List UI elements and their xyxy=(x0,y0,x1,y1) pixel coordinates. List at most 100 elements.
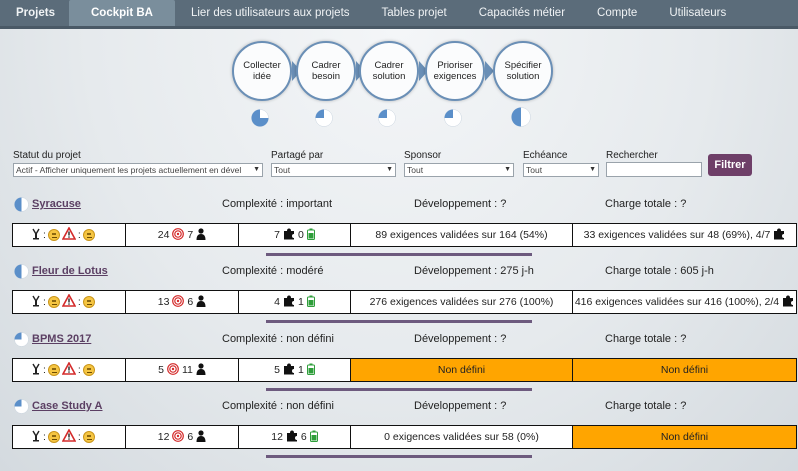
process-step-label-line2: idée xyxy=(253,71,271,82)
project-metrics-row: ::12 6 12 6 0 exigences validées sur 58 (0%)… xyxy=(12,425,797,449)
tab-cockpit-ba[interactable]: Cockpit BA xyxy=(69,0,175,26)
validated-requirements-cell: 89 exigences validées sur 164 (54%) xyxy=(351,224,573,246)
puzzle-icon xyxy=(286,430,298,445)
goals-stakeholders-cell: 24 7 xyxy=(126,224,239,246)
project-metrics-row: ::5 11 5 1 Non défini Non défini xyxy=(12,358,797,382)
process-step-5[interactable]: Spécifier solution xyxy=(493,41,553,101)
step-progress-pie xyxy=(251,109,269,130)
target-icon xyxy=(167,362,179,378)
shared-filter-label: Partagé par xyxy=(271,150,324,161)
process-step-label-line1: Collecter xyxy=(243,60,281,71)
process-step-3[interactable]: Cadrer solution xyxy=(359,41,419,101)
project-name-link[interactable]: Case Study A xyxy=(32,400,103,412)
components-count: 12 xyxy=(271,431,283,443)
process-step-4[interactable]: Prioriser exigences xyxy=(425,41,485,101)
sponsor-filter-select[interactable]: Tout ▼ xyxy=(404,163,514,177)
components-count: 7 xyxy=(274,229,280,241)
tools-icon xyxy=(31,363,41,378)
total-requirements-cell: 33 exigences validées sur 48 (69%), 4/7 xyxy=(573,224,796,246)
tab-compte[interactable]: Compte xyxy=(597,7,638,19)
project-separator-bar xyxy=(266,253,532,256)
warning-icon xyxy=(61,428,77,445)
separator-colon: : xyxy=(77,229,81,241)
validated-requirements-text: 89 exigences validées sur 164 (54%) xyxy=(375,229,548,241)
process-step-label: Cadrer solution xyxy=(373,60,406,82)
project-separator-bar xyxy=(266,455,532,458)
total-requirements-cell: Non défini xyxy=(573,426,796,448)
target-icon xyxy=(172,227,185,243)
process-step-1[interactable]: Collecter idée xyxy=(232,41,292,101)
project-total-charge: Charge totale : ? xyxy=(605,198,687,210)
project-block: Fleur de Lotus Complexité : modéré Dévelop… xyxy=(12,262,797,332)
project-name-link[interactable]: Fleur de Lotus xyxy=(32,265,108,277)
stakeholders-count: 11 xyxy=(181,364,193,376)
targets-count: 13 xyxy=(157,296,170,308)
status-indicators-cell: :: xyxy=(13,426,126,448)
tools-icon xyxy=(31,430,41,445)
tab-lier-utilisateurs[interactable]: Lier des utilisateurs aux projets xyxy=(190,7,350,19)
validated-requirements-cell: 276 exigences validées sur 276 (100%) xyxy=(351,291,573,313)
project-complexity: Complexité : non défini xyxy=(222,333,334,345)
process-step-2[interactable]: Cadrer besoin xyxy=(296,41,356,101)
project-development: Développement : ? xyxy=(414,400,507,412)
validated-requirements-text: Non défini xyxy=(437,364,486,376)
main-navigation: Projets Cockpit BA Lier des utilisateurs… xyxy=(0,0,798,29)
process-step-label-line2: solution xyxy=(506,71,540,82)
tab-capacites-metier[interactable]: Capacités métier xyxy=(478,7,566,19)
deadline-filter-select[interactable]: Tout ▼ xyxy=(523,163,599,177)
status-filter-select[interactable]: Actif - Afficher uniquement les projets … xyxy=(13,163,263,177)
project-development: Développement : 275 j-h xyxy=(414,265,534,277)
filter-button[interactable]: Filtrer xyxy=(708,154,752,176)
status-filter-value: Actif - Afficher uniquement les projets … xyxy=(16,165,242,175)
project-progress-pie xyxy=(14,399,29,417)
process-arrow-icon xyxy=(485,61,494,81)
process-step-label-line2: exigences xyxy=(433,71,477,82)
total-requirements-cell: 416 exigences validées sur 416 (100%), 2… xyxy=(573,291,796,313)
process-step-label: Spécifier solution xyxy=(505,60,542,82)
project-header: Fleur de Lotus Complexité : modéré Dévelop… xyxy=(12,262,796,284)
battery-icon xyxy=(306,228,315,243)
puzzle-icon xyxy=(773,228,785,243)
project-metrics-row: ::13 6 4 1 276 exigences validées sur 276 (1… xyxy=(12,290,797,314)
project-name-link[interactable]: Syracuse xyxy=(32,198,81,210)
project-total-charge: Charge totale : ? xyxy=(605,400,687,412)
neutral-smiley-icon xyxy=(47,364,60,376)
process-arrow-icon xyxy=(419,61,428,81)
validated-requirements-cell: 0 exigences validées sur 58 (0%) xyxy=(351,426,573,448)
battery-icon xyxy=(306,295,315,310)
status-indicators-cell: :: xyxy=(13,359,126,381)
process-step-label-line2: besoin xyxy=(311,71,340,82)
neutral-smiley-icon xyxy=(47,296,60,308)
neutral-smiley-icon xyxy=(47,229,60,241)
tools-icon xyxy=(31,228,41,243)
capacity-count: 1 xyxy=(298,364,304,376)
tab-utilisateurs[interactable]: Utilisateurs xyxy=(669,7,727,19)
capacity-count: 1 xyxy=(298,296,304,308)
deadline-filter-label: Echéance xyxy=(523,150,568,161)
validated-requirements-text: 0 exigences validées sur 58 (0%) xyxy=(384,431,539,443)
validated-requirements-text: 276 exigences validées sur 276 (100%) xyxy=(369,296,554,308)
project-header: Case Study A Complexité : non défini Dével… xyxy=(12,397,796,419)
shared-filter-select[interactable]: Tout ▼ xyxy=(271,163,396,177)
stakeholders-count: 7 xyxy=(187,229,194,241)
search-input[interactable] xyxy=(606,162,702,177)
step-progress-pie xyxy=(378,109,396,130)
neutral-smiley-icon xyxy=(82,229,95,241)
targets-count: 24 xyxy=(157,229,170,241)
filter-bar: Statut du projet Actif - Afficher unique… xyxy=(12,150,792,180)
search-label: Rechercher xyxy=(606,150,658,161)
status-indicators-cell: :: xyxy=(13,291,126,313)
step-progress-pie xyxy=(511,107,531,130)
person-icon xyxy=(196,362,206,378)
total-requirements-cell: Non défini xyxy=(573,359,796,381)
tab-projets[interactable]: Projets xyxy=(16,7,55,19)
tab-tables-projet[interactable]: Tables projet xyxy=(381,7,447,19)
targets-count: 12 xyxy=(157,431,170,443)
total-requirements-text: Non défini xyxy=(660,364,709,376)
chevron-down-icon: ▼ xyxy=(386,166,393,173)
project-name-link[interactable]: BPMS 2017 xyxy=(32,333,92,345)
warning-icon xyxy=(61,226,77,243)
separator-colon: : xyxy=(77,431,81,443)
